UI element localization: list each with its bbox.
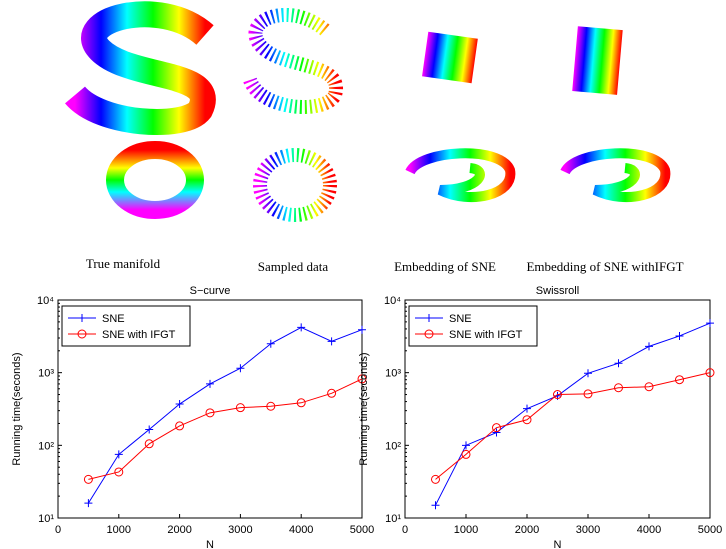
marker: [675, 375, 684, 385]
marker: [297, 323, 306, 332]
marker: [614, 359, 623, 368]
y-tick-label: 10³: [385, 368, 401, 380]
marker: [235, 403, 245, 413]
plot-area: [404, 299, 711, 519]
sne-embedding-s: [422, 31, 478, 84]
marker: [327, 337, 336, 346]
y-tick-label: 10⁴: [384, 295, 401, 307]
legend: [61, 305, 191, 347]
caption: Sampled data: [258, 259, 329, 274]
legend-label: SNE with IFGT: [449, 329, 523, 341]
chart-title: Swissroll: [536, 285, 579, 297]
legend-label: SNE with IFGT: [102, 329, 176, 341]
chart-title: S−curve: [190, 285, 231, 297]
x-tick-label: 3000: [228, 524, 252, 536]
marker: [114, 450, 123, 459]
x-tick-label: 5000: [350, 524, 374, 536]
ifgt-embedding-roll: [560, 148, 671, 202]
legend-label: SNE: [102, 313, 125, 325]
marker: [675, 331, 684, 340]
swissroll-samples: [253, 148, 337, 222]
x-axis-label: N: [206, 539, 214, 549]
x-tick-label: 2000: [515, 524, 539, 536]
marker: [206, 379, 214, 388]
illustrations: [65, 1, 671, 222]
series-line: [88, 378, 363, 480]
x-tick-label: 4000: [289, 524, 313, 536]
marker: [614, 383, 623, 393]
marker: [357, 374, 367, 384]
s-curve-samples: [243, 8, 343, 114]
marker: [145, 425, 154, 434]
marker: [492, 423, 501, 433]
series-line: [435, 322, 711, 506]
y-tick-label: 10³: [38, 368, 54, 380]
marker: [645, 342, 653, 351]
x-axis-label: N: [554, 539, 562, 549]
sne-embedding-roll: [405, 148, 516, 202]
caption: True manifold: [86, 256, 161, 271]
caption: Embedding of SNE withIFGT: [526, 259, 683, 274]
marker: [114, 467, 124, 477]
ifgt-embedding-s: [572, 26, 623, 95]
x-tick-label: 5000: [698, 524, 722, 536]
x-tick-label: 0: [402, 524, 408, 536]
marker: [644, 382, 654, 392]
swissroll-surface: [106, 141, 204, 219]
y-tick-label: 10¹: [385, 513, 401, 525]
caption: Embedding of SNE: [394, 259, 496, 274]
marker: [266, 339, 275, 348]
marker: [144, 439, 154, 449]
x-tick-label: 3000: [576, 524, 600, 536]
series-line: [435, 372, 711, 480]
marker: [492, 428, 501, 437]
x-tick-label: 1000: [454, 524, 478, 536]
marker: [266, 401, 276, 411]
marker: [358, 325, 366, 334]
marker: [706, 319, 714, 328]
marker: [83, 474, 93, 484]
marker: [462, 441, 470, 450]
x-tick-label: 0: [55, 524, 61, 536]
x-tick-label: 4000: [637, 524, 661, 536]
marker: [583, 389, 593, 399]
y-axis-label: Running time(seconds): [358, 352, 370, 465]
marker: [175, 400, 184, 409]
marker: [175, 421, 185, 431]
marker: [553, 390, 562, 400]
marker: [84, 499, 93, 508]
s-curve-surface: [65, 1, 216, 135]
y-tick-label: 10⁴: [37, 295, 54, 307]
y-tick-label: 10²: [385, 440, 401, 452]
y-axis-label: Running time(seconds): [11, 352, 23, 465]
marker: [522, 415, 532, 425]
marker: [236, 364, 245, 373]
plot-area: [57, 299, 363, 519]
marker: [523, 404, 531, 413]
legend-marker: [424, 329, 434, 339]
marker: [327, 388, 337, 398]
marker: [461, 449, 471, 459]
marker: [296, 398, 306, 408]
y-tick-label: 10¹: [38, 513, 54, 525]
legend-marker: [425, 314, 433, 322]
series-line: [87, 326, 363, 504]
y-tick-label: 10²: [38, 440, 54, 452]
marker: [584, 369, 592, 378]
marker: [431, 501, 440, 510]
x-tick-label: 1000: [107, 524, 131, 536]
legend-label: SNE: [449, 313, 472, 325]
legend: [408, 305, 538, 347]
marker: [205, 408, 215, 418]
marker: [431, 474, 440, 484]
legend-marker: [78, 314, 86, 322]
marker: [705, 368, 715, 378]
legend-marker: [77, 329, 87, 339]
x-tick-label: 2000: [167, 524, 191, 536]
